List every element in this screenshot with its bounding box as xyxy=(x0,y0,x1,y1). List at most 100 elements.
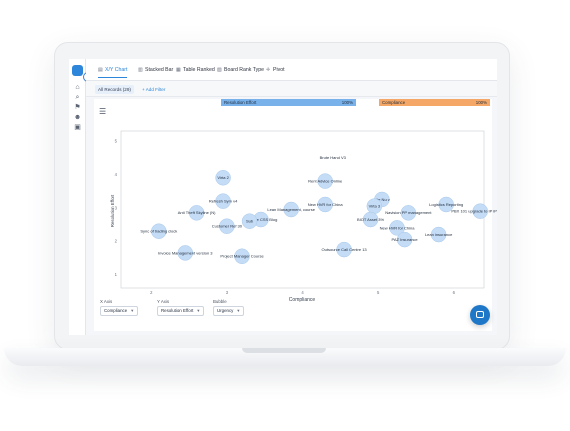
bubble-label: Website CSS Blog xyxy=(244,217,277,222)
data-bubble[interactable]: PAZ Insurance xyxy=(392,231,419,248)
data-bubble[interactable]: Outsource Call Centre 13 xyxy=(322,241,368,258)
chat-launcher-button[interactable] xyxy=(470,305,490,325)
flag-icon[interactable]: ⚑ xyxy=(74,104,81,111)
data-bubble[interactable]: Invoice Management version 3 xyxy=(158,245,213,261)
bubble-circle[interactable] xyxy=(389,220,405,236)
bubble-label: Brute Hand V3 xyxy=(320,155,347,160)
resolution-effort-label: Resolution Effort xyxy=(224,100,257,105)
data-bubble[interactable]: Project Manager Course xyxy=(220,248,264,265)
left-rail: ⌂ ⌕ ⚑ ☻ ▣ xyxy=(69,59,86,335)
compliance-label: Compliance xyxy=(382,100,406,105)
home-icon[interactable]: ⌂ xyxy=(75,84,80,91)
bubble-label: Customer Ref 30 xyxy=(212,224,243,229)
records-filter-chip[interactable]: All Records (29) xyxy=(95,85,134,94)
bubble-label: Anti Theft Skyline (N) xyxy=(178,210,216,215)
plot-frame xyxy=(120,130,485,289)
bubble-circle[interactable] xyxy=(234,248,250,265)
bubble-label: Virta 3 xyxy=(369,204,381,209)
chevron-down-icon: ▼ xyxy=(130,308,135,313)
bubble-circle[interactable] xyxy=(317,173,333,189)
bubble-label: New HVR for China xyxy=(380,225,416,230)
scatter-chart: 2 3 4 5 6 1 2 3 4 5 Brute Hand V3 Virta 2 Rent Advi… xyxy=(110,130,497,303)
data-bubble[interactable]: New HVR for China xyxy=(380,220,416,236)
chart-icon: ▤ xyxy=(98,67,103,73)
pivot-icon: ✛ xyxy=(266,67,271,73)
bubble-circle[interactable] xyxy=(438,196,454,213)
table-icon: ▦ xyxy=(176,67,181,73)
data-bubble[interactable]: Sub xyxy=(241,213,258,229)
tab-pivot[interactable]: ✛ Pivot xyxy=(266,67,285,73)
bubble-circle[interactable] xyxy=(215,170,231,186)
x-axis-select[interactable]: Compliance ▼ xyxy=(100,306,139,316)
x-tick-label: 5 xyxy=(377,290,380,295)
hamburger-menu-icon[interactable]: ☰ xyxy=(99,107,107,116)
bubble-circle[interactable] xyxy=(472,203,488,219)
bubble-circle[interactable] xyxy=(283,201,299,218)
x-tick-label: 4 xyxy=(301,290,304,295)
tab-xy-chart[interactable]: ▤ X/Y Chart xyxy=(98,66,128,78)
people-icon[interactable]: ☻ xyxy=(73,114,82,121)
data-bubble[interactable]: Refresh Sym v4 xyxy=(209,193,238,209)
bubble-circle[interactable] xyxy=(362,211,379,228)
y-axis-label: Resolution Effort xyxy=(110,194,115,227)
bubble-circle[interactable] xyxy=(400,205,417,221)
bubble-select[interactable]: Urgency ▼ xyxy=(213,306,245,316)
bubble-circle[interactable] xyxy=(241,213,258,229)
data-bubble[interactable]: Logistics Reporting xyxy=(429,196,463,213)
app-logo-icon[interactable] xyxy=(72,65,83,76)
add-filter-button[interactable]: + Add Filter xyxy=(142,87,166,92)
data-bubble[interactable]: New HVR for China xyxy=(308,196,344,213)
data-bubble[interactable]: Virta 2 xyxy=(215,170,231,186)
bubble-label: New HVR for China xyxy=(308,202,344,207)
data-bubble[interactable]: Brute Hand V3 xyxy=(320,155,347,160)
compliance-bar[interactable]: Compliance 100% xyxy=(379,99,490,106)
y-tick-label: 4 xyxy=(115,172,118,177)
y-axis-select[interactable]: Resolution Effort ▼ xyxy=(157,306,205,316)
bubble-label: Rent Advice Online xyxy=(308,179,343,184)
lock-icon[interactable]: ▣ xyxy=(74,124,81,131)
bubble-control-label: Bubble xyxy=(213,299,227,304)
data-bubble[interactable]: Lean Management, course xyxy=(267,201,316,218)
bubble-circle[interactable] xyxy=(317,196,333,213)
y-tick-label: 5 xyxy=(115,139,118,144)
bubble-label: Lean Management, course xyxy=(267,207,315,212)
bubble-label: Virta 2 xyxy=(217,175,229,180)
bubble-label: Lean insurance xyxy=(425,232,453,237)
tab-table-ranked[interactable]: ▦ Table Ranked xyxy=(176,67,215,73)
data-bubble[interactable]: Rent Advice Online xyxy=(308,173,343,189)
tab-board-rank-type[interactable]: ▧ Board Rank Type xyxy=(217,67,264,73)
data-bubble[interactable]: Navision PP management xyxy=(385,205,432,221)
bubble-label: Outsource Call Centre 13 xyxy=(322,247,368,252)
tab-stacked-bar[interactable]: ▥ Stacked Bar xyxy=(138,67,174,73)
bubble-circle[interactable] xyxy=(177,245,194,261)
board-icon: ▧ xyxy=(217,67,222,73)
data-bubble[interactable]: Sync of trading clock xyxy=(140,223,177,239)
data-bubble[interactable]: Virta 3 xyxy=(366,198,383,214)
bubble-circle[interactable] xyxy=(151,223,167,239)
bubble-label: Lite Nu v xyxy=(374,197,390,202)
bubble-label: Sub xyxy=(246,219,254,224)
chart-panel: ☰ Resolution Effort 100% Compliance 100%… xyxy=(94,99,497,331)
bubble-circle[interactable] xyxy=(430,226,447,243)
bubble-circle[interactable] xyxy=(215,193,231,209)
bubble-label: Invoice Management version 3 xyxy=(158,250,213,255)
data-bubble[interactable]: Customer Ref 30 xyxy=(212,218,243,234)
bubble-circle[interactable] xyxy=(396,231,413,248)
bubble-label: Project Manager Course xyxy=(220,254,264,259)
data-bubble[interactable]: BIOT Asset 3% xyxy=(357,211,385,228)
bubble-circle[interactable] xyxy=(188,205,205,221)
resolution-effort-bar[interactable]: Resolution Effort 100% xyxy=(221,99,356,106)
data-bubble[interactable]: PBX 101 upgrade to IP iPhone 5 xyxy=(451,203,497,219)
bubble-circle[interactable] xyxy=(336,241,352,258)
view-tabs: ▤ X/Y Chart ▥ Stacked Bar ▦ Table Ranked ▧ B… xyxy=(86,59,497,81)
bubble-circle[interactable] xyxy=(219,218,235,234)
chevron-down-icon: ▼ xyxy=(236,308,241,313)
y-tick-label: 3 xyxy=(115,205,118,210)
chat-icon xyxy=(476,311,484,318)
data-bubble[interactable]: Lean insurance xyxy=(425,226,453,243)
search-icon[interactable]: ⌕ xyxy=(75,94,80,101)
compliance-value: 100% xyxy=(475,100,487,105)
bubble-label: Sync of trading clock xyxy=(140,229,177,234)
data-bubble[interactable]: Anti Theft Skyline (N) xyxy=(178,205,216,221)
